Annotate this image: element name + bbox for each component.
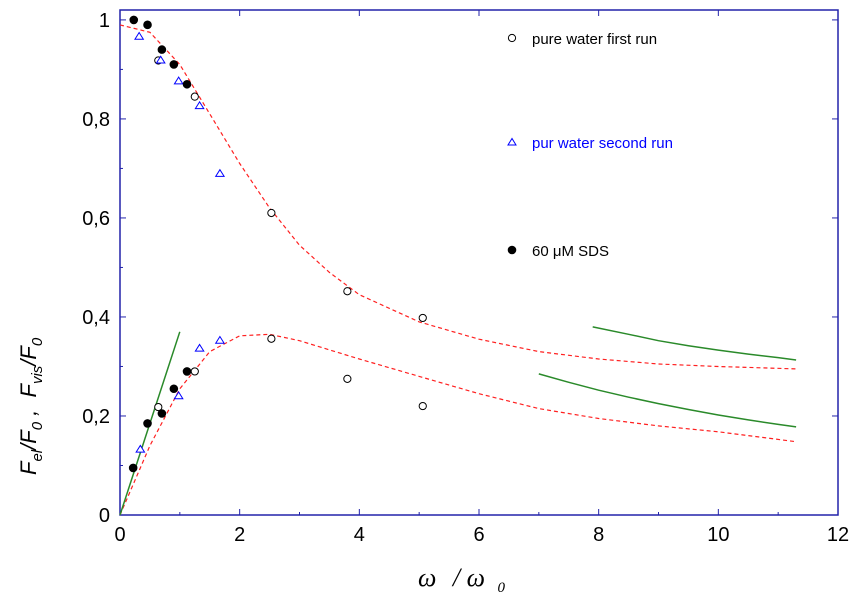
x-tick-label: 10: [707, 524, 729, 546]
fit-curve-dashed-1: [119, 333, 797, 516]
point-open-circle: [190, 92, 199, 101]
point-open-triangle: [214, 168, 226, 177]
fit-curve-solid-4: [538, 373, 797, 428]
y-tick-label: 0,2: [82, 406, 110, 428]
point-filled-circle: [182, 79, 192, 89]
point-open-circle: [267, 208, 276, 218]
y-label-sub-el: el: [29, 449, 46, 461]
data-points: [128, 15, 427, 473]
point-open-circle: [190, 367, 199, 376]
legend-marker-open-triangle: [507, 137, 517, 146]
point-filled-circle: [182, 367, 192, 376]
y-label-separator: ,: [16, 398, 41, 422]
x-tick-label: 6: [473, 524, 484, 546]
fit-curves: [119, 24, 797, 516]
point-open-triangle: [134, 31, 145, 40]
point-open-triangle: [135, 444, 146, 453]
y-tick-label: 0,4: [82, 307, 110, 329]
fit-curve-solid-3: [592, 326, 797, 361]
y-label-sub-0a: 0: [29, 421, 46, 430]
point-open-triangle: [173, 391, 184, 400]
y-tick-label: 0,8: [82, 109, 110, 131]
y-label-sub-vis: vis: [29, 365, 46, 384]
point-filled-circle: [169, 384, 179, 394]
y-label-F-el: F: [16, 460, 41, 475]
x-axis-ticks: 0 2 4 6 8 10 12: [114, 10, 849, 546]
y-label-over-F2: /F: [16, 345, 41, 368]
point-open-circle: [418, 313, 427, 323]
x-tick-label: 2: [234, 524, 245, 546]
x-axis-label-slash: /: [451, 563, 463, 592]
legend-label-pur-water-second-run: pur water second run: [532, 135, 673, 152]
point-open-triangle: [194, 343, 205, 352]
x-axis-label: ω / ω 0: [418, 563, 505, 594]
legend-label-pure-water-first-run: pure water first run: [532, 31, 657, 48]
x-tick-label: 0: [114, 524, 125, 546]
legend-marker-filled-circle: [507, 245, 517, 255]
point-open-triangle: [173, 76, 184, 85]
y-tick-label: 0: [99, 505, 110, 527]
x-tick-label: 8: [593, 524, 604, 546]
point-filled-circle: [143, 419, 152, 428]
x-axis-label-omega0: ω: [467, 563, 485, 592]
point-open-circle: [418, 401, 427, 411]
legend-marker-open-circle: [507, 33, 517, 43]
legend: pure water first run pur water second ru…: [507, 31, 673, 260]
point-open-circle: [343, 287, 352, 296]
point-filled-circle: [157, 45, 167, 54]
point-open-triangle: [214, 335, 226, 344]
y-tick-label: 0,6: [82, 208, 110, 230]
point-open-circle: [154, 402, 163, 412]
y-label-F-vis: F: [16, 383, 41, 398]
fit-curve-dashed-0: [119, 24, 797, 370]
y-axis-label: Fel/F0 , Fvis/F0: [16, 337, 46, 475]
x-tick-label: 4: [354, 524, 365, 546]
x-tick-label: 12: [827, 524, 849, 546]
point-filled-circle: [157, 409, 167, 418]
legend-label-60um-sds: 60 μM SDS: [532, 243, 609, 260]
point-filled-circle: [129, 15, 139, 25]
point-filled-circle: [169, 60, 179, 69]
point-filled-circle: [143, 20, 152, 30]
x-axis-label-sub0: 0: [497, 580, 505, 594]
point-filled-circle: [128, 463, 138, 473]
y-label-sub-0b: 0: [29, 337, 46, 346]
y-axis-ticks: 0 0,2 0,4 0,6 0,8 1: [82, 10, 838, 527]
point-open-triangle: [155, 55, 166, 64]
y-label-over-F: /F: [16, 429, 41, 452]
point-open-circle: [267, 334, 276, 343]
x-axis-label-omega: ω: [418, 563, 436, 592]
point-open-triangle: [194, 100, 205, 110]
plot-frame: [119, 9, 839, 516]
point-open-circle: [343, 374, 352, 383]
y-tick-label: 1: [99, 10, 110, 32]
